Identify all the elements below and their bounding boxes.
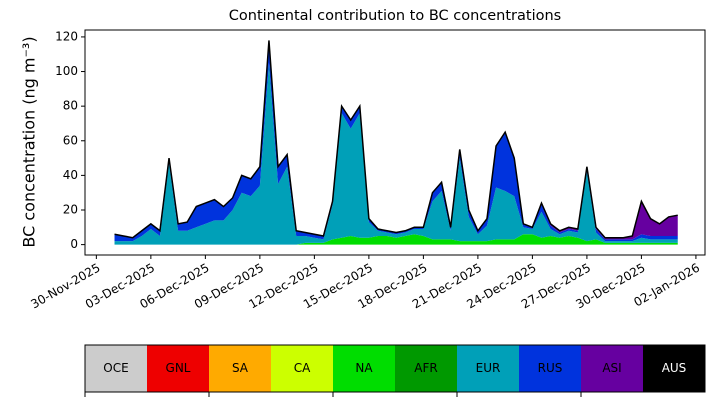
plot-frame [84, 29, 706, 256]
y-tick-label: 120 [55, 29, 78, 43]
y-tick-label: 100 [55, 64, 78, 78]
colorbar-label: CA [294, 361, 311, 375]
chart-title: Continental contribution to BC concentra… [229, 8, 561, 24]
colorbar-cell [147, 345, 209, 392]
area [114, 40, 678, 242]
colorbar-label: OCE [103, 361, 128, 375]
colorbar-cell [209, 345, 271, 392]
colorbar-cell [457, 345, 519, 392]
colorbar-label: AFR [414, 361, 437, 375]
area [114, 234, 678, 245]
y-tick-label: 60 [63, 133, 78, 147]
colorbar-label: GNL [166, 361, 191, 375]
colorbar-cell [85, 345, 147, 392]
colorbar-cell [519, 345, 581, 392]
total-outline [114, 40, 678, 239]
colorbar-frame [84, 344, 706, 393]
colorbar-cell [581, 345, 643, 392]
y-tick-label: 40 [63, 168, 78, 182]
y-axis-label: BC concentration (ng m⁻³) [20, 36, 39, 247]
colorbar-label: ASI [602, 361, 621, 375]
colorbar-cell [271, 345, 333, 392]
y-tick-label: 20 [63, 203, 78, 217]
colorbar-label: NA [355, 361, 373, 375]
colorbar-label: AUS [662, 361, 687, 375]
area [114, 62, 678, 245]
colorbar-cell [395, 345, 457, 392]
colorbar-cell [333, 345, 395, 392]
colorbar-cell [643, 345, 705, 392]
y-tick-label: 0 [70, 237, 78, 251]
colorbar-label: RUS [538, 361, 563, 375]
y-tick-label: 80 [63, 99, 78, 113]
colorbar-label: SA [232, 361, 249, 375]
colorbar-label: EUR [476, 361, 501, 375]
